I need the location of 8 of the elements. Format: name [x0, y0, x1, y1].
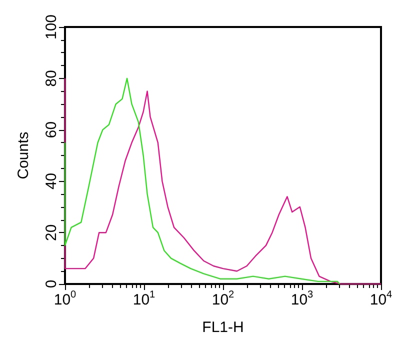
y-tick-label: 40 — [43, 172, 60, 190]
y-tick-label: 20 — [43, 224, 60, 241]
y-tick-label: 100 — [43, 14, 60, 40]
y-tick-label: 0 — [43, 280, 60, 288]
x-axis-title: FL1-H — [202, 319, 244, 336]
y-tick-label: 60 — [43, 121, 60, 138]
y-axis-title: Counts — [15, 132, 32, 180]
y-tick-label: 80 — [43, 70, 60, 87]
